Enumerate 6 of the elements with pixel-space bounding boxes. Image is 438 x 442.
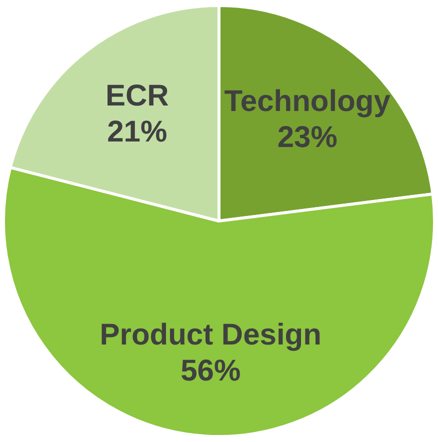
- slice-label: Product Design: [100, 318, 322, 352]
- data-label: 56%: [180, 354, 241, 388]
- data-label: 23%: [277, 121, 338, 154]
- slice-label: ECR: [105, 80, 170, 113]
- data-label: 21%: [107, 116, 168, 149]
- slice-label: Technology: [224, 85, 391, 118]
